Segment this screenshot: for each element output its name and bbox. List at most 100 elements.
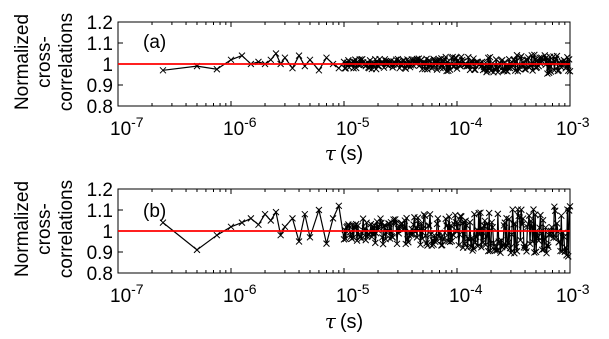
data-point-b bbox=[518, 221, 526, 228]
data-point-b bbox=[548, 223, 556, 231]
data-point-a bbox=[486, 53, 494, 61]
data-point-b bbox=[510, 220, 517, 228]
x-axis-label-b: τ (s) bbox=[325, 309, 363, 333]
data-point-b bbox=[323, 240, 330, 247]
data-point-b bbox=[378, 219, 385, 227]
data-point-b bbox=[466, 218, 474, 226]
data-point-b bbox=[537, 211, 544, 219]
y-axis-label-line2-b: cross- bbox=[34, 203, 55, 255]
data-point-b bbox=[472, 233, 480, 241]
data-point-b bbox=[517, 206, 525, 214]
data-point-b bbox=[513, 247, 521, 255]
data-point-b bbox=[272, 208, 280, 216]
y-axis-label-b: Normalized cross- correlations bbox=[12, 180, 77, 278]
data-point-b bbox=[511, 220, 519, 228]
data-point-b bbox=[565, 207, 573, 214]
y-tick-labels-b: 0.8 0.9 1 1.1 1.2 bbox=[87, 180, 113, 285]
data-point-b bbox=[407, 231, 415, 238]
data-point-b bbox=[535, 237, 543, 245]
data-point-b bbox=[502, 243, 510, 251]
y-tick-label-b-0.8: 0.8 bbox=[87, 264, 113, 285]
data-point-b bbox=[362, 236, 370, 244]
data-point-b bbox=[404, 238, 412, 246]
x-tick-label-a-1e-7: 10-7 bbox=[110, 114, 144, 140]
data-point-a bbox=[418, 65, 426, 73]
data-point-b bbox=[562, 244, 570, 251]
data-point-a bbox=[517, 52, 525, 60]
data-point-a bbox=[547, 68, 555, 75]
data-point-a bbox=[544, 57, 552, 64]
x-tick-label-a-1e-5: 10-5 bbox=[336, 114, 370, 140]
data-point-b bbox=[525, 212, 533, 219]
x-tick-label-b-1e-4: 10-4 bbox=[449, 281, 483, 307]
data-point-b bbox=[442, 215, 450, 223]
data-point-b bbox=[515, 212, 523, 220]
data-point-b bbox=[306, 233, 314, 241]
data-point-b bbox=[482, 241, 490, 249]
data-point-b bbox=[489, 223, 496, 231]
data-point-b bbox=[542, 224, 550, 231]
data-point-b bbox=[539, 216, 547, 224]
data-point-b bbox=[340, 236, 348, 243]
y-tick-label-a-0.8: 0.8 bbox=[87, 97, 113, 118]
data-point-a bbox=[458, 56, 466, 64]
y-axis-label-line1-a: Normalized bbox=[12, 14, 33, 110]
data-point-b bbox=[470, 245, 477, 252]
data-point-b bbox=[448, 237, 456, 245]
data-point-a bbox=[471, 66, 479, 74]
data-point-a bbox=[238, 52, 246, 59]
data-point-b bbox=[531, 249, 538, 256]
data-point-b bbox=[413, 234, 421, 241]
ticks-a bbox=[117, 21, 571, 107]
data-point-b bbox=[329, 215, 337, 222]
x-tick-label-a-1e-4: 10-4 bbox=[449, 114, 483, 140]
data-point-b bbox=[433, 220, 441, 228]
data-point-a bbox=[315, 66, 323, 74]
data-point-b bbox=[477, 243, 485, 251]
panel-label-a: (a) bbox=[143, 32, 166, 53]
y-axis-label-line2-a: cross- bbox=[34, 36, 55, 88]
data-point-b bbox=[381, 221, 389, 229]
data-point-b bbox=[446, 238, 454, 246]
data-point-b bbox=[393, 240, 401, 248]
data-point-a bbox=[421, 65, 429, 73]
data-point-b bbox=[403, 214, 410, 222]
data-point-b bbox=[544, 241, 551, 249]
data-point-b bbox=[357, 233, 364, 241]
data-point-b bbox=[469, 247, 476, 254]
data-point-a bbox=[528, 51, 536, 59]
data-point-b bbox=[417, 241, 424, 249]
data-point-b bbox=[471, 210, 478, 218]
data-point-a bbox=[323, 54, 330, 62]
data-point-b bbox=[379, 240, 387, 248]
y-tick-label-a-0.9: 0.9 bbox=[87, 76, 113, 97]
data-point-b bbox=[425, 222, 433, 229]
data-point-b bbox=[452, 219, 460, 226]
data-point-b bbox=[483, 232, 490, 240]
data-point-b bbox=[485, 209, 493, 217]
data-point-a bbox=[159, 66, 167, 74]
data-point-a bbox=[422, 59, 430, 67]
data-point-a bbox=[446, 66, 454, 73]
data-point-a bbox=[443, 67, 450, 75]
data-point-a bbox=[295, 52, 303, 59]
data-point-a bbox=[227, 56, 235, 64]
x-tick-label-b-1e-7: 10-7 bbox=[110, 281, 144, 307]
data-point-b bbox=[389, 233, 397, 241]
data-point-b bbox=[423, 239, 430, 247]
data-point-b bbox=[519, 215, 527, 222]
data-point-a bbox=[484, 54, 492, 62]
y-tick-label-a-1.1: 1.1 bbox=[87, 34, 113, 55]
data-point-a bbox=[564, 67, 572, 75]
data-point-b bbox=[456, 231, 463, 238]
data-point-b bbox=[354, 222, 362, 229]
y-tick-label-a-1: 1 bbox=[102, 55, 113, 76]
data-point-b bbox=[484, 220, 491, 227]
data-point-b bbox=[484, 247, 492, 255]
data-point-b bbox=[455, 241, 463, 249]
data-point-a bbox=[272, 50, 280, 57]
x-tick-labels-a: 10-7 10-6 10-5 10-4 10-3 bbox=[110, 114, 590, 140]
data-point-b bbox=[504, 239, 512, 247]
data-point-b bbox=[371, 222, 378, 229]
data-point-b bbox=[440, 235, 448, 242]
